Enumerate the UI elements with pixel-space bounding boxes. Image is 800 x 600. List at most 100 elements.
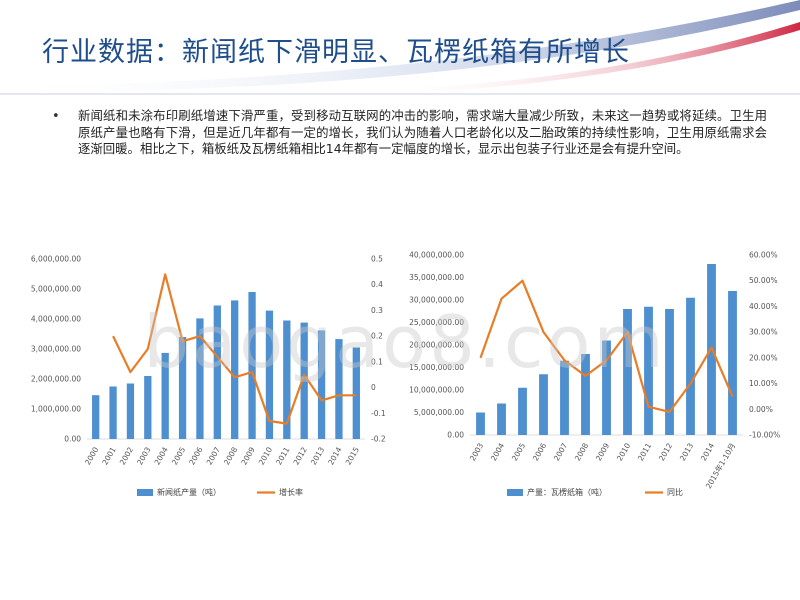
y-right-tick-label: 0.3 — [371, 306, 383, 315]
x-tick-label: 2006 — [187, 445, 204, 466]
bar — [144, 376, 152, 439]
series-line — [112, 273, 357, 425]
bar — [283, 320, 291, 439]
bar — [665, 309, 674, 435]
bar — [109, 386, 117, 439]
x-tick-label: 2003 — [135, 445, 152, 466]
x-tick-label: 2005 — [510, 441, 527, 462]
y-left-tick-label: 35,000,000.00 — [409, 273, 464, 282]
x-tick-label: 2005 — [170, 445, 187, 466]
header-swoosh — [0, 0, 800, 95]
y-left-tick-label: 0.00 — [64, 435, 81, 444]
bar — [581, 354, 590, 435]
series-line — [479, 279, 734, 413]
x-tick-label: 2012 — [292, 445, 309, 466]
bar — [161, 352, 169, 439]
y-left-tick-label: 5,000,000.00 — [414, 408, 464, 417]
legend-bar-label: 新闻纸产量（吨） — [157, 487, 221, 497]
bar — [644, 306, 653, 435]
y-left-tick-label: 4,000,000.00 — [31, 315, 81, 324]
y-right-tick-label: 0.4 — [371, 280, 383, 289]
x-tick-label: 2007 — [205, 445, 222, 466]
bar — [602, 340, 611, 435]
x-tick-label: 2011 — [274, 445, 291, 466]
x-tick-label: 2001 — [100, 445, 117, 466]
x-tick-label: 2009 — [594, 441, 611, 462]
x-tick-label: 2000 — [83, 445, 100, 466]
bar — [196, 318, 204, 439]
y-right-tick-label: 40.00% — [749, 302, 778, 311]
y-right-tick-label: 0.1 — [371, 357, 383, 366]
x-tick-label: 2003 — [468, 441, 485, 462]
legend-bar-swatch — [137, 489, 153, 496]
y-left-tick-label: 2,000,000.00 — [31, 375, 81, 384]
bullet-dot: • — [52, 109, 60, 124]
y-right-tick-label: 20.00% — [749, 353, 778, 362]
bar — [265, 310, 274, 439]
bar — [497, 403, 506, 435]
x-tick-label: 2004 — [153, 445, 170, 466]
y-left-tick-label: 40,000,000.00 — [409, 251, 464, 260]
y-right-tick-label: 10.00% — [749, 379, 778, 388]
x-tick-label: 2013 — [309, 445, 326, 466]
x-tick-label: 2008 — [573, 441, 590, 462]
y-right-tick-label: 50.00% — [749, 276, 778, 285]
y-left-tick-label: 20,000,000.00 — [409, 341, 464, 350]
bar — [623, 309, 632, 435]
y-right-tick-label: 30.00% — [749, 328, 778, 337]
x-tick-label: 2014 — [326, 445, 343, 466]
legend-bar-swatch — [507, 489, 523, 496]
y-right-tick-label: -10.00% — [749, 431, 780, 440]
y-right-tick-label: -0.1 — [371, 409, 386, 418]
bar — [231, 300, 239, 439]
bar — [92, 395, 100, 439]
x-tick-label: 2011 — [636, 441, 653, 462]
x-tick-label: 2014 — [699, 441, 716, 462]
x-tick-label: 2004 — [489, 441, 506, 462]
y-left-tick-label: 3,000,000.00 — [31, 345, 81, 354]
bullet-paragraph: • 新闻纸和未涂布印刷纸增速下滑严重，受到移动互联网的冲击的影响，需求端大量减少… — [52, 108, 767, 158]
y-right-tick-label: 60.00% — [749, 251, 778, 260]
bar — [335, 339, 343, 439]
y-left-tick-label: 6,000,000.00 — [31, 255, 81, 264]
x-tick-label: 2009 — [239, 445, 256, 466]
bar — [539, 374, 548, 435]
legend-line-label: 增长率 — [279, 487, 303, 497]
bar — [518, 387, 527, 435]
bar — [300, 322, 308, 439]
bar — [352, 347, 360, 439]
x-tick-label: 2013 — [678, 441, 695, 462]
bar — [248, 292, 256, 439]
x-tick-label: 2015 — [344, 445, 361, 466]
y-left-tick-label: 30,000,000.00 — [409, 296, 464, 305]
y-left-tick-label: 1,000,000.00 — [31, 405, 81, 414]
y-left-tick-label: 10,000,000.00 — [409, 386, 464, 395]
bullet-text: 新闻纸和未涂布印刷纸增速下滑严重，受到移动互联网的冲击的影响，需求端大量减少所致… — [78, 108, 767, 156]
x-tick-label: 2010 — [615, 441, 632, 462]
x-tick-label: 2007 — [552, 441, 569, 462]
newsprint-chart: 0.00 1,000,000.00 2,000,000.00 3,000,000.00… — [31, 255, 386, 498]
legend-line-label: 同比 — [667, 487, 683, 497]
x-tick-label: 2002 — [118, 445, 135, 466]
bar — [476, 412, 485, 435]
bar — [728, 291, 737, 435]
slide-title: 行业数据：新闻纸下滑明显、瓦楞纸箱有所增长 — [42, 37, 630, 68]
y-right-tick-label: 0.2 — [371, 332, 383, 341]
x-tick-label: 2012 — [657, 441, 674, 462]
y-left-tick-label: 25,000,000.00 — [409, 318, 464, 327]
corrugated-box-chart: 0.00 5,000,000.00 10,000,000.00 15,000,000.… — [409, 251, 780, 498]
y-left-tick-label: 15,000,000.00 — [409, 363, 464, 372]
bar — [126, 383, 135, 439]
bar — [178, 337, 187, 439]
legend-bar-label: 产量：瓦楞纸箱（吨） — [527, 487, 607, 497]
y-right-tick-label: -0.2 — [371, 435, 386, 444]
y-left-tick-label: 5,000,000.00 — [31, 285, 81, 294]
x-tick-label: 2010 — [257, 445, 274, 466]
bar — [686, 297, 695, 435]
bar — [317, 330, 326, 439]
y-right-tick-label: 0.5 — [371, 255, 383, 264]
x-tick-label: 2008 — [222, 445, 239, 466]
x-tick-label: 2006 — [531, 441, 548, 462]
y-right-tick-label: 0.00% — [749, 405, 773, 414]
y-left-tick-label: 0.00 — [447, 431, 464, 440]
